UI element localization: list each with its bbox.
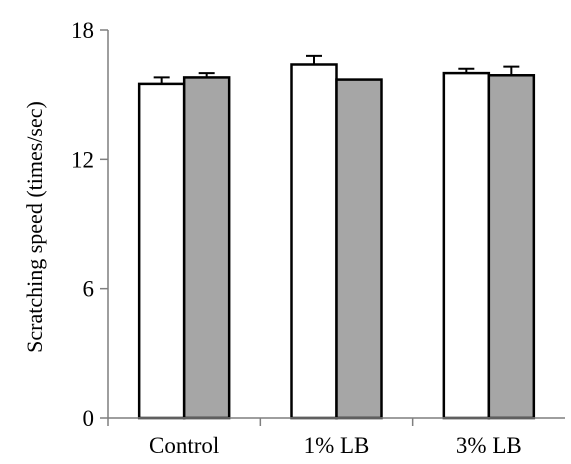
bar-1-lb-series-1 [290,63,338,420]
x-tick-label: 1% LB [304,433,370,458]
bar-control-series-1 [137,82,186,420]
x-tick-label: 3% LB [456,433,522,458]
x-axis-ticks: Control 1% LB 3% LB [107,418,522,458]
x-tick-label: Control [149,433,219,458]
bar-1-lb-series-2 [335,78,383,420]
y-tick-label: 12 [71,147,94,172]
bars-group [137,63,536,420]
bar-3-lb-series-2 [487,74,536,420]
bar-control-series-2 [182,76,231,420]
y-tick-label: 0 [83,406,95,431]
bar-3-lb-series-1 [442,71,491,420]
y-axis-ticks: 0 6 12 18 [71,18,108,431]
y-tick-label: 18 [71,18,94,43]
y-axis-label: Scratching speed (times/sec) [22,101,47,353]
y-tick-label: 6 [83,277,95,302]
error-bars-group [153,54,520,84]
